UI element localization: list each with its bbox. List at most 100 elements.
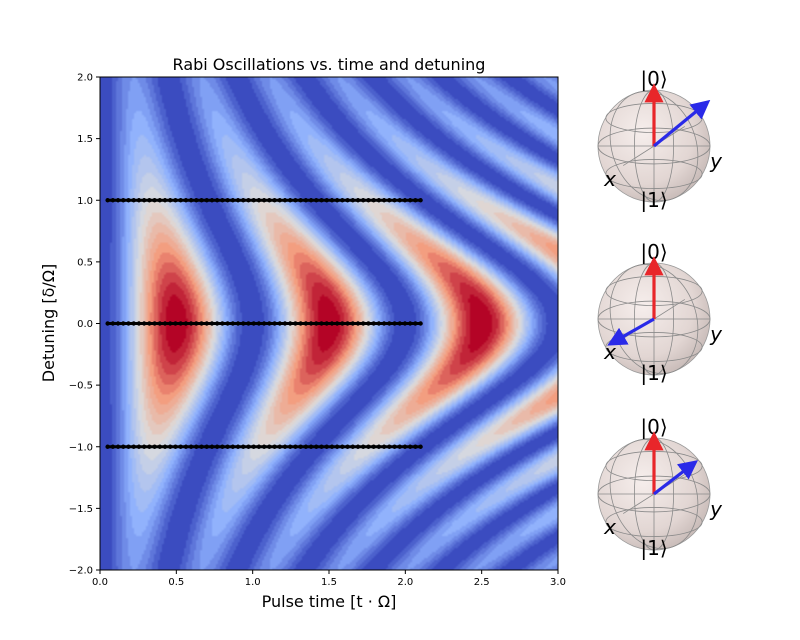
bloch-sphere: |0⟩ |1⟩ x y (597, 415, 723, 560)
trajectory-point (162, 321, 168, 326)
trajectory-point (355, 444, 361, 449)
trajectory-point (287, 321, 293, 326)
trajectory-point (157, 198, 162, 203)
trajectory-point (220, 198, 225, 203)
trajectory-point (110, 444, 116, 449)
ket-zero-label: |0⟩ (640, 240, 667, 264)
trajectory-point (251, 198, 256, 203)
trajectory-point (418, 321, 423, 326)
trajectory-point (204, 198, 209, 203)
y-tick-label: 1.5 (77, 134, 93, 145)
trajectory-point (324, 321, 329, 326)
trajectory-point (168, 321, 173, 326)
trajectory-point (376, 198, 382, 203)
trajectory-point (319, 321, 324, 326)
trajectory-point (126, 198, 131, 203)
trajectory-point (418, 198, 423, 203)
y-tick-label: −1.0 (69, 442, 93, 453)
trajectory-point (199, 321, 204, 326)
trajectory-point (209, 198, 215, 203)
trajectory-point (241, 321, 246, 326)
trajectory-point (178, 444, 183, 449)
trajectory-point (194, 444, 199, 449)
x-tick-label: 0.0 (92, 577, 108, 588)
trajectory-point (183, 321, 189, 326)
trajectory-point (277, 444, 282, 449)
chart-title: Rabi Oscillations vs. time and detuning (173, 55, 486, 74)
trajectory-point (121, 321, 126, 326)
trajectory-point (303, 444, 309, 449)
trajectory-point (407, 198, 413, 203)
trajectory-point (345, 444, 350, 449)
x-tick-label: 1.5 (321, 577, 337, 588)
trajectory-point (152, 444, 157, 449)
trajectory-point (350, 198, 355, 203)
y-axis-label: y (709, 497, 723, 521)
trajectory-point (345, 321, 350, 326)
trajectory-point (282, 198, 288, 203)
x-tick-label: 2.0 (397, 577, 413, 588)
trajectory-point (345, 198, 350, 203)
trajectory-point (376, 444, 382, 449)
x-axis-label: Pulse time [t · Ω] (262, 592, 397, 611)
trajectory-point (225, 444, 230, 449)
x-tick-label: 2.5 (474, 577, 490, 588)
trajectory-point (308, 321, 314, 326)
y-tick-label: 2.0 (77, 73, 93, 84)
trajectory-point (387, 444, 392, 449)
rabi-heatmap: Rabi Oscillations vs. time and detuning … (39, 55, 566, 611)
trajectory-point (235, 321, 241, 326)
trajectory-point (267, 444, 272, 449)
trajectory-point (298, 198, 303, 203)
trajectory-point (402, 444, 408, 449)
trajectory-point (141, 198, 147, 203)
trajectory-point (298, 444, 303, 449)
trajectory-point (376, 321, 382, 326)
trajectory-point (329, 198, 335, 203)
trajectory-point (397, 444, 402, 449)
trajectory-point (241, 198, 246, 203)
trajectory-point (225, 198, 230, 203)
trajectory-point (392, 198, 397, 203)
trajectory-point (204, 321, 209, 326)
x-tick-label: 3.0 (550, 577, 566, 588)
trajectory-point (298, 321, 303, 326)
trajectory-point (340, 198, 345, 203)
trajectory-point (136, 321, 142, 326)
x-axis-label: x (603, 167, 616, 191)
trajectory-point (282, 444, 288, 449)
trajectory-point (314, 198, 319, 203)
trajectory-point (293, 198, 298, 203)
trajectory-point (230, 198, 236, 203)
x-axis-ticks: 0.0 0.5 1.0 1.5 2.0 2.5 3.0 (92, 570, 566, 588)
trajectory-point (256, 198, 262, 203)
trajectory-point (277, 198, 282, 203)
trajectory-point (178, 321, 183, 326)
trajectory-point (173, 321, 178, 326)
trajectory-point (413, 444, 418, 449)
trajectory-point (162, 198, 168, 203)
trajectory-point (246, 198, 251, 203)
trajectory-point (110, 198, 116, 203)
trajectory-point (126, 321, 131, 326)
trajectory-point (387, 198, 392, 203)
trajectory-point (121, 198, 126, 203)
trajectory-point (407, 444, 413, 449)
trajectory-point (188, 321, 194, 326)
trajectory-point (308, 198, 314, 203)
trajectory-point (366, 321, 371, 326)
trajectory-point (366, 198, 371, 203)
trajectory-point (361, 444, 366, 449)
trajectory-point (152, 198, 157, 203)
bloch-sphere: |0⟩ |1⟩ x y (597, 240, 723, 385)
trajectory-point (402, 321, 408, 326)
trajectory-point (381, 444, 387, 449)
trajectory-point (287, 198, 293, 203)
trajectory-point (282, 321, 288, 326)
y-tick-label: −1.5 (69, 504, 93, 515)
trajectory-point (340, 321, 345, 326)
trajectory-point (293, 321, 298, 326)
trajectory-point (381, 321, 387, 326)
trajectory-point (413, 321, 418, 326)
bloch-sphere: |0⟩ |1⟩ x y (597, 67, 723, 212)
